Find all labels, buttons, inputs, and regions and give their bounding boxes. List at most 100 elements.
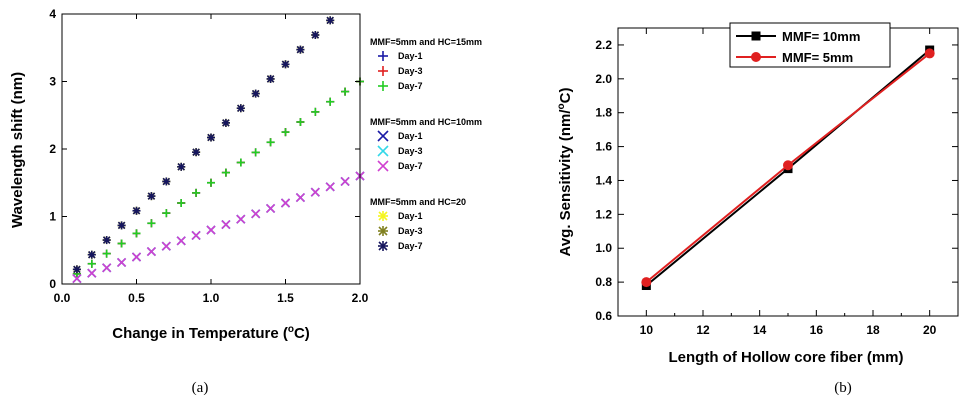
chart-a-legend-label: Day-1 [398,211,423,221]
chart-a-point [117,221,126,230]
chart-a-point [296,45,305,54]
chart-a-point [191,230,201,240]
chart-a-point [192,148,201,157]
chart-a-point [87,250,96,259]
chart-a-legend-group-title: MMF=5mm and HC=15mm [370,37,482,47]
chart-a-legend-label: Day-3 [398,226,423,236]
chart-a-series [72,16,335,274]
chart-a-point [310,187,320,197]
chart-b-legend-label: MMF= 5mm [782,50,853,65]
chart-a-legend-label: Day-1 [398,131,423,141]
chart-b-x-tick-label: 20 [923,323,937,337]
chart-a-series [72,171,365,284]
chart-a-point [117,257,127,267]
chart-a-point [177,162,186,171]
chart-a-point [162,209,171,218]
chart-b-y-tick-label: 2.2 [595,38,612,52]
chart-a-y-tick-label: 4 [49,7,56,21]
chart-b-y-tick-label: 0.6 [595,309,612,323]
chart-b-y-tick-label: 1.8 [595,106,612,120]
chart-a-legend-marker [377,145,389,157]
chart-a-point [296,118,305,126]
chart-a-point [221,118,230,127]
chart-a-point [326,97,335,106]
chart-a-x-tick-label: 0.5 [128,291,145,305]
chart-a-point [311,107,320,116]
chart-a-point [162,177,171,186]
chart-a-point [295,193,305,203]
chart-a-legend-label: Day-7 [398,81,423,91]
chart-a-series [72,77,364,278]
chart-b: 10 12 14 16 18 200.60.81.01.21.41.61.82.02.2 … [556,22,959,366]
chart-a-point [251,89,260,98]
chart-a-point [340,176,350,186]
chart-b-legend-label: MMF= 10mm [782,29,860,44]
chart-a-point [147,192,156,201]
chart-a-point [87,259,96,268]
caption-b: (b) [834,380,852,396]
chart-a-x-tick-label: 2.0 [352,291,369,305]
chart-a-legend-label: Day-3 [398,66,423,76]
chart-a-legend-marker [378,81,388,91]
chart-a-point [325,182,335,192]
chart-a-series [72,16,335,274]
chart-a-point [280,198,291,208]
chart-a-point [117,239,126,248]
chart-a-legend: MMF=5mm and HC=15mm Day-1 Day-3 Day-7 MMF=5m… [370,37,482,251]
chart-a-point [72,274,82,284]
chart-a-point [281,60,290,69]
chart-a-point [132,206,141,215]
chart-a: 0.0 0.5 1.0 1.5 2.0 0 1 2 3 4 Change in Temperatu… [9,7,482,342]
chart-b-point [924,48,935,59]
chart-a-legend-marker [378,226,388,236]
chart-b-y-tick-label: 1.2 [595,207,612,221]
chart-a-marks [72,16,365,284]
chart-a-point [251,148,260,157]
chart-b-y-tick-label: 1.6 [595,140,612,154]
chart-a-point [266,138,275,147]
chart-a-y-axis-title: Wavelength shift (nm) [9,72,26,228]
chart-a-legend-marker [377,160,389,172]
chart-a-series [72,171,365,284]
chart-b-x-tick-label: 14 [753,323,767,337]
chart-a-point [236,158,245,167]
chart-a-legend-marker [378,241,388,251]
chart-a-y-tick-label: 1 [49,210,56,224]
chart-a-point [221,220,231,230]
chart-b-series [641,48,935,288]
chart-a-x-axis-title: Change in Temperature (oC) [112,324,310,342]
chart-a-point [236,214,246,224]
chart-a-point [147,219,156,228]
chart-a-point [266,74,275,83]
chart-a-series [72,77,364,278]
chart-b-x-tick-label: 18 [866,323,880,337]
chart-a-legend-marker [377,130,389,142]
chart-b-x-tick-label: 12 [696,323,710,337]
chart-a-point [221,168,230,177]
chart-b-legend-marker [751,31,761,41]
chart-a-point [176,236,186,246]
chart-a-point [341,87,350,96]
chart-a-point [266,203,276,213]
chart-a-x-tick-label: 1.5 [277,291,294,305]
chart-b-y-tick-label: 1.4 [595,173,612,187]
chart-a-point [161,241,171,251]
chart-b-point [641,277,652,288]
chart-b-y-axis-title: Avg. Sensitivity (nm/oC) [556,88,574,257]
chart-a-point [311,30,320,39]
chart-a-legend-marker [378,211,388,221]
chart-a-axes: 0.0 0.5 1.0 1.5 2.0 0 1 2 3 4 [49,7,368,305]
chart-a-point [102,249,111,258]
chart-a-point [132,229,141,238]
chart-b-marks [641,45,935,291]
chart-b-x-tick-label: 10 [640,323,654,337]
chart-a-point [102,263,112,273]
chart-b-y-tick-label: 0.8 [595,275,612,289]
chart-a-legend-label: Day-1 [398,51,423,61]
chart-a-point [281,128,290,137]
chart-a-point [207,133,215,142]
chart-a-legend-marker [378,51,388,61]
chart-a-point [207,178,215,187]
chart-a-legend-label: Day-7 [398,161,423,171]
chart-a-point [206,225,216,235]
